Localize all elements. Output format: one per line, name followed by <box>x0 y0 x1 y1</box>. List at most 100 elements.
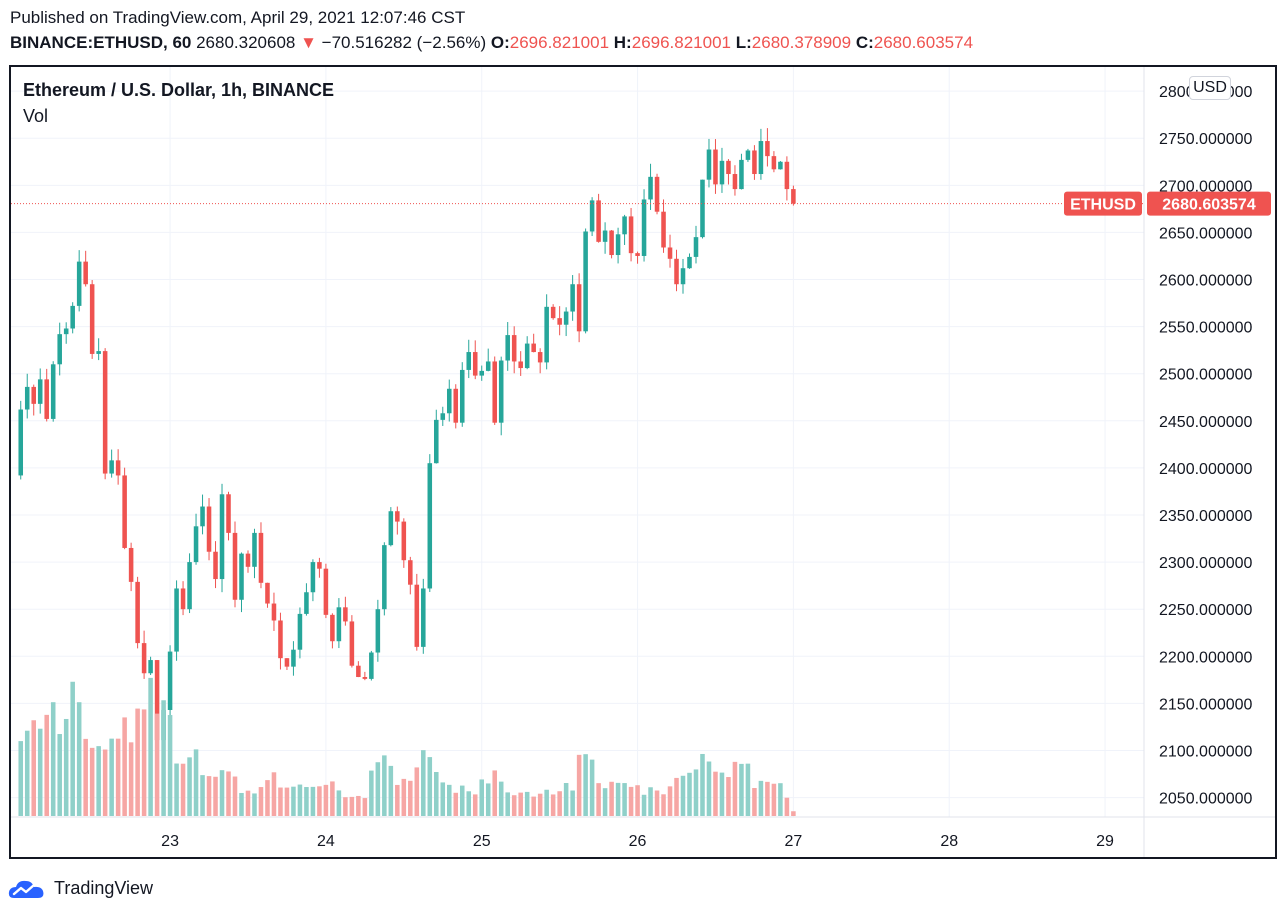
candle <box>531 333 536 353</box>
candle <box>557 306 562 336</box>
published-line: Published on TradingView.com, April 29, … <box>10 8 466 27</box>
volume-bar <box>213 776 218 816</box>
volume-bar <box>323 784 329 816</box>
candle-body <box>687 256 692 269</box>
y-tick-label: 2300.000000 <box>1159 555 1253 572</box>
candle-body <box>219 494 225 580</box>
volume-bar <box>615 782 621 816</box>
volume-bar <box>167 715 173 816</box>
x-tick-label: 25 <box>473 833 491 850</box>
price-chart[interactable]: 2050.000000 2100.000000 2150.000000 2200.00… <box>11 67 1275 857</box>
candle-body <box>18 409 24 476</box>
open-label: O: <box>490 33 510 52</box>
candle <box>252 528 257 579</box>
candle-body <box>583 231 588 332</box>
candle <box>719 147 725 193</box>
volume-bar <box>356 795 361 816</box>
candle <box>63 322 69 344</box>
candle <box>375 599 381 662</box>
candle-body <box>726 160 731 175</box>
candle <box>752 145 757 180</box>
candle-body <box>706 149 712 180</box>
candle-body <box>550 306 556 319</box>
candle-body <box>524 343 530 369</box>
volume-bar <box>446 784 452 816</box>
candle <box>414 573 420 651</box>
volume-bar <box>524 791 530 816</box>
volume-bar <box>128 742 134 816</box>
candle-body <box>239 553 244 600</box>
candle <box>421 578 426 654</box>
candle <box>76 250 82 312</box>
candle <box>200 494 205 535</box>
candle-body <box>76 261 82 306</box>
candle <box>187 553 192 614</box>
volume-bar <box>784 797 790 816</box>
candle-body <box>635 253 640 256</box>
candle <box>589 197 595 237</box>
volume-bar <box>265 780 270 816</box>
volume-bar <box>401 778 407 816</box>
change-value: −70.516282 (−2.56%) <box>321 33 487 52</box>
volume-bar <box>752 788 757 816</box>
volume-bar <box>622 783 627 816</box>
candle <box>122 467 127 550</box>
candle-body <box>356 665 361 678</box>
candle-body <box>596 200 601 242</box>
candle-body <box>135 581 140 644</box>
tradingview-cloud-logo-icon <box>8 880 44 898</box>
candle <box>232 521 238 608</box>
candle <box>739 153 744 190</box>
candle <box>511 326 517 374</box>
volume-bar <box>609 781 614 816</box>
candle <box>271 592 277 631</box>
candle <box>245 550 251 573</box>
candle-body <box>304 592 309 614</box>
candle-body <box>291 649 296 667</box>
volume-bar <box>641 794 647 816</box>
x-tick-label: 24 <box>317 833 335 850</box>
candle-body <box>693 237 699 257</box>
candle <box>148 656 153 675</box>
candle-body <box>700 179 705 238</box>
candle-body <box>96 351 101 354</box>
candle <box>732 165 738 196</box>
volume-bar <box>219 770 225 816</box>
candle-body <box>719 160 725 185</box>
candle-body <box>602 230 608 242</box>
candle-body <box>661 211 666 248</box>
volume-bar <box>713 771 718 816</box>
candle-body <box>232 532 238 600</box>
volume-bar <box>317 786 322 816</box>
candle <box>18 400 24 480</box>
footer: TradingView <box>8 876 153 900</box>
symbol-price-tag-label: ETHUSD <box>1070 197 1136 214</box>
candle-body <box>466 352 472 370</box>
volume-bar <box>674 777 679 816</box>
volume-bar <box>50 702 56 816</box>
candle <box>700 179 705 239</box>
candle-body <box>472 352 478 376</box>
volume-bar <box>602 788 608 816</box>
candle <box>563 307 569 337</box>
candle-body <box>369 652 374 679</box>
candle <box>706 138 712 188</box>
volume-bar <box>459 785 465 816</box>
candle-body <box>498 360 504 423</box>
volume-bar <box>472 794 478 816</box>
candle-body <box>206 506 212 552</box>
volume-bar <box>336 790 342 816</box>
volume-bar <box>174 763 179 816</box>
candle-body <box>531 343 536 353</box>
candle-body <box>609 230 614 256</box>
volume-bar <box>141 709 147 816</box>
currency-button[interactable]: USD <box>1189 76 1231 100</box>
candle <box>343 596 348 626</box>
candle <box>24 373 30 419</box>
volume-bar <box>745 763 751 816</box>
volume-bar <box>122 717 127 816</box>
candle <box>213 541 218 589</box>
volume-bar <box>63 718 69 816</box>
volume-bar <box>654 790 660 816</box>
y-tick-label: 2150.000000 <box>1159 696 1253 713</box>
